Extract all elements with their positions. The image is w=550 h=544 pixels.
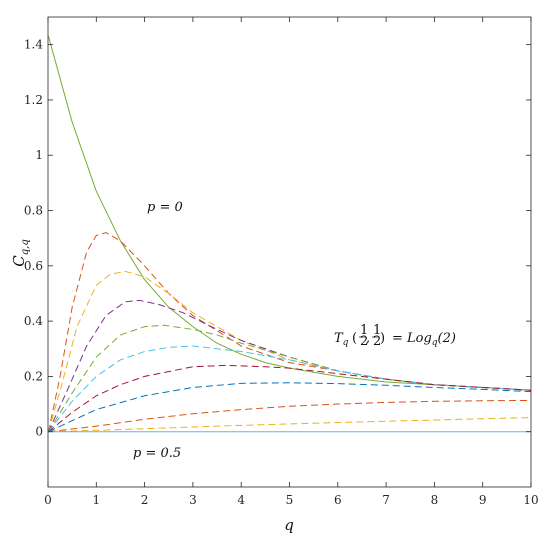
x-tick-label: 7 [382, 493, 390, 507]
annotation-p05: p = 0.5 [133, 446, 181, 461]
series-line-7 [48, 364, 532, 433]
series-line-8 [48, 382, 532, 433]
y-tick-label: 0 [35, 425, 43, 439]
x-tick-label: 2 [141, 493, 149, 507]
series-line-6 [48, 345, 532, 433]
series-line-9 [48, 399, 532, 433]
svg-text:Logq(2): Logq(2) [406, 331, 456, 348]
svg-text:): ) [380, 331, 385, 346]
x-tick-label: 9 [479, 493, 487, 507]
y-axis-label: Cq,q [10, 239, 31, 266]
annotation-p0: p = 0 [147, 200, 183, 215]
x-tick-label: 10 [523, 493, 538, 507]
svg-text:Cq,q: Cq,q [10, 239, 31, 266]
series-layer [47, 36, 532, 433]
series-line-5 [48, 324, 532, 432]
series-line-10 [48, 417, 532, 433]
svg-text:=: = [392, 331, 403, 346]
y-tick-label: 1 [35, 148, 43, 162]
plot-background [48, 17, 531, 487]
x-tick-label: 4 [237, 493, 245, 507]
svg-text:2: 2 [360, 334, 368, 349]
x-tick-label: 5 [286, 493, 294, 507]
y-tick-label: 1.4 [24, 38, 43, 52]
svg-text:2: 2 [373, 334, 381, 349]
y-tick-label: 0.6 [24, 259, 43, 273]
svg-text:1: 1 [373, 323, 381, 338]
annotation-formula: Tq ( 1 2 , 1 2 ) = Logq(2) [334, 323, 456, 349]
y-tick-label: 0.4 [24, 314, 43, 328]
x-tick-label: 1 [92, 493, 100, 507]
y-tick-label: 0.8 [24, 204, 43, 218]
svg-text:1: 1 [360, 323, 368, 338]
svg-text:,: , [366, 331, 370, 346]
y-tick-label: 1.2 [24, 93, 43, 107]
x-axis-label: q [284, 516, 294, 534]
svg-text:(: ( [352, 331, 357, 346]
x-tick-label: 0 [44, 493, 52, 507]
series-line-1 [47, 36, 532, 391]
x-tick-label: 3 [189, 493, 197, 507]
y-axis-label-main: C [10, 255, 28, 267]
y-axis-label-sub: q,q [20, 239, 31, 255]
x-tick-label: 8 [431, 493, 439, 507]
x-tick-label: 6 [334, 493, 342, 507]
y-tick-label: 0.2 [24, 369, 43, 383]
